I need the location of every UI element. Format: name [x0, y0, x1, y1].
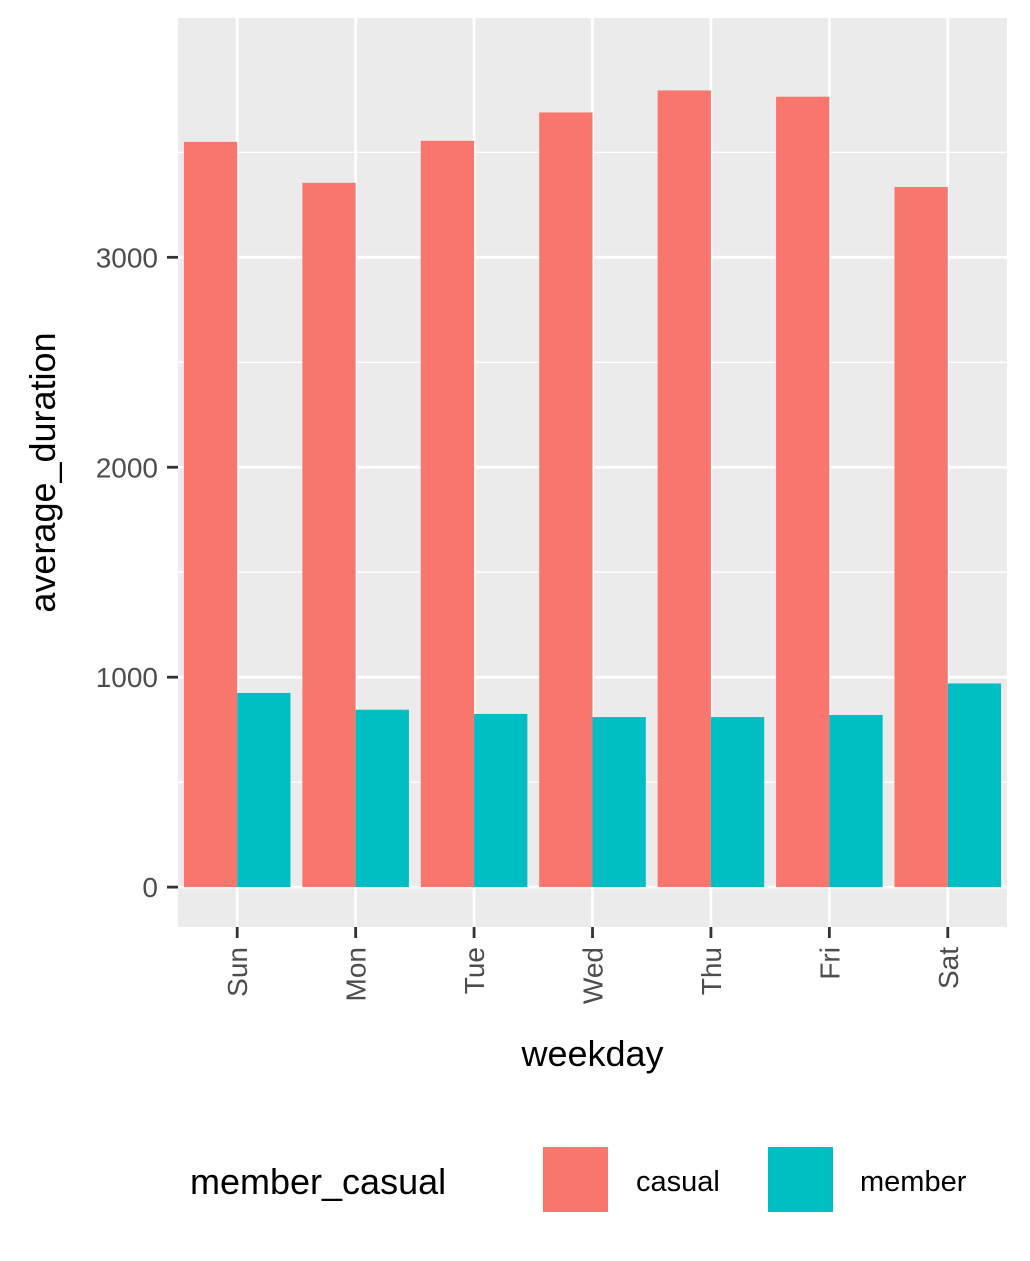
bar-casual-mon — [302, 182, 356, 888]
y-tick-label: 2000 — [96, 452, 158, 483]
legend-title: member_casual — [190, 1161, 446, 1202]
bar-member-sun — [237, 692, 291, 888]
y-tick-label: 3000 — [96, 242, 158, 273]
bar-member-thu — [710, 717, 765, 888]
bar-member-wed — [592, 717, 646, 888]
legend-label-casual: casual — [636, 1166, 720, 1198]
bars-group — [183, 90, 1002, 888]
x-tick-label-sun: Sun — [222, 947, 253, 997]
y-tick-label: 1000 — [96, 662, 158, 693]
legend: member_casual casual member — [190, 1145, 967, 1214]
y-axis: 0 1000 2000 3000 — [96, 242, 178, 903]
bar-casual-wed — [539, 112, 593, 888]
bar-member-tue — [474, 713, 528, 888]
x-tick-label-thu: Thu — [696, 947, 727, 995]
x-tick-label-tue: Tue — [459, 947, 490, 994]
bar-casual-fri — [776, 96, 830, 888]
x-tick-label-wed: Wed — [578, 947, 609, 1004]
bar-casual-sun — [183, 141, 238, 888]
x-tick-label-mon: Mon — [341, 947, 372, 1001]
y-axis-title: average_duration — [22, 332, 63, 612]
bar-casual-thu — [657, 90, 711, 888]
bar-casual-sat — [894, 186, 948, 888]
y-tick-label: 0 — [142, 872, 158, 903]
x-axis-title: weekday — [520, 1033, 663, 1074]
legend-items: casual member — [541, 1145, 967, 1214]
x-tick-label-sat: Sat — [933, 947, 964, 989]
legend-key-member — [766, 1145, 835, 1214]
bar-member-fri — [829, 714, 883, 888]
x-axis: Sun Mon Tue Wed Thu Fri Sat — [222, 927, 964, 1004]
bar-casual-tue — [420, 140, 475, 888]
bar-member-mon — [355, 709, 409, 888]
bar-member-sat — [947, 683, 1002, 888]
x-tick-label-fri: Fri — [814, 947, 845, 980]
legend-key-casual — [541, 1145, 610, 1214]
legend-label-member: member — [860, 1166, 967, 1198]
